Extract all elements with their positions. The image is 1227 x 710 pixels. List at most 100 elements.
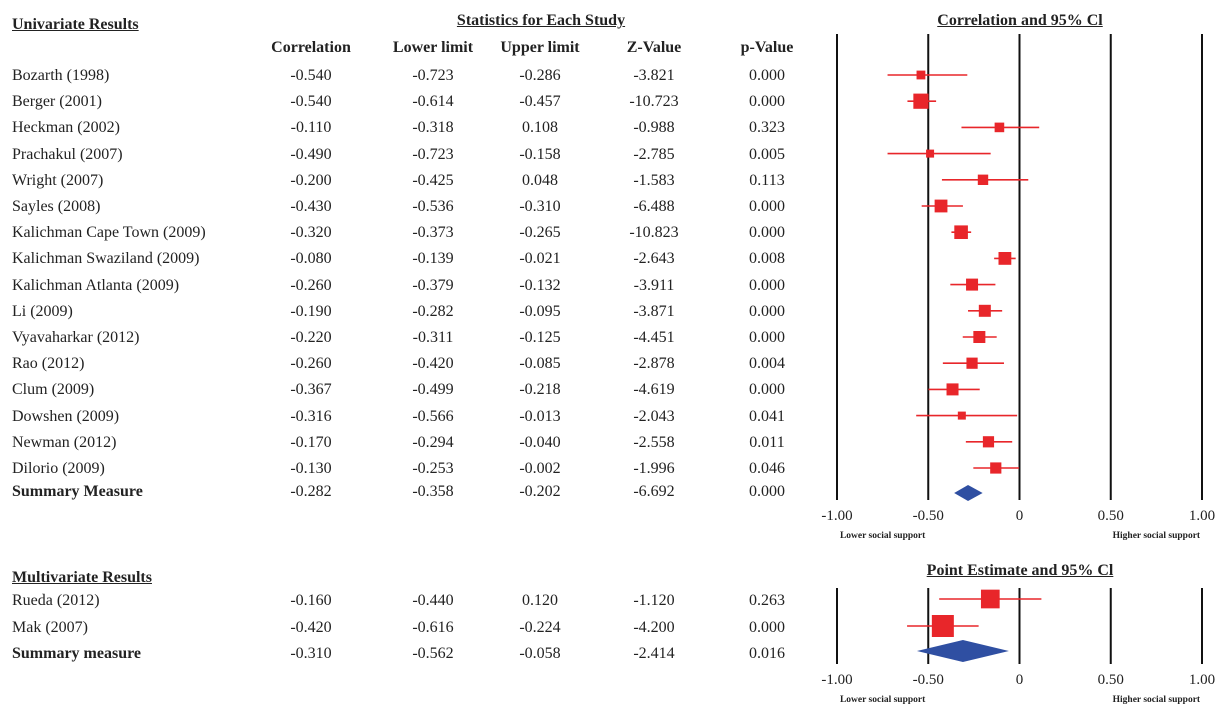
univariate-section-title: Univariate Results [12,16,139,33]
table-cell: 0.000 [749,329,785,346]
higher-support-label: Higher social support [1113,531,1201,541]
table-cell: -0.260 [290,355,332,373]
study-name: Rao (2012) [12,355,85,373]
tick-label: -1.00 [821,508,852,524]
study-marker [998,252,1012,265]
table-cell: -0.440 [412,592,454,609]
table-cell: -0.536 [412,198,454,215]
table-cell: -0.425 [412,171,454,189]
table-cell: -0.988 [633,119,675,137]
study-marker [916,70,926,80]
tick-label: -1.00 [821,672,852,688]
tick-label: 0 [1016,508,1024,524]
study-marker [973,331,986,343]
table-cell: 0.008 [749,250,785,268]
table-cell: -0.200 [290,171,332,189]
study-name: Berger (2001) [12,93,102,111]
column-header: Correlation [271,39,351,56]
study-name: Vyavaharkar (2012) [12,329,140,346]
table-cell: -0.316 [290,407,332,425]
table-cell: -3.871 [633,302,675,320]
table-cell: -0.379 [412,276,454,294]
study-name: Kalichman Swaziland (2009) [12,250,200,268]
table-cell: -0.160 [290,592,332,609]
table-cell: -0.420 [290,618,332,636]
table-cell: -4.619 [633,381,675,399]
univariate-plot-title: Correlation and 95% Cl [937,12,1103,29]
tick-label: 1.00 [1189,508,1215,524]
column-header: p-Value [740,39,794,56]
table-cell: -0.373 [412,224,454,242]
study-name: Li (2009) [12,302,73,320]
study-name: Kalichman Atlanta (2009) [12,276,180,294]
table-cell: -10.823 [629,224,679,242]
table-cell: -0.286 [519,67,561,84]
summary-cell: -0.058 [519,645,561,662]
column-header: Z-Value [626,39,682,56]
table-cell: 0.323 [749,119,785,137]
table-cell: -2.558 [633,433,675,451]
table-cell: 0.041 [749,407,785,425]
table-cell: -0.021 [519,250,561,268]
table-cell: -3.821 [633,67,675,84]
table-cell: -0.311 [412,329,454,346]
summary-cell: -0.310 [290,645,332,662]
summary-diamond [954,485,983,501]
table-cell: -0.265 [519,224,561,242]
table-cell: -0.220 [290,329,332,346]
table-cell: -1.996 [633,460,675,477]
table-cell: -0.723 [412,145,454,163]
table-cell: -0.540 [290,93,332,111]
tick-label: -0.50 [913,672,944,688]
table-cell: -1.583 [633,171,675,189]
study-name: Heckman (2002) [12,119,120,137]
table-cell: -0.170 [290,433,332,451]
summary-cell: -2.414 [633,645,675,662]
study-name: Prachakul (2007) [12,145,123,163]
table-cell: 0.046 [749,460,785,477]
multivariate-section-title: Multivariate Results [12,569,152,586]
table-cell: -0.490 [290,145,332,163]
column-header: Upper limit [500,39,580,56]
table-cell: 0.000 [749,67,785,84]
tick-label: 0 [1016,672,1024,688]
study-marker [934,199,948,213]
tick-label: 1.00 [1189,672,1215,688]
study-marker [977,174,989,185]
study-name: Dilorio (2009) [12,460,105,477]
study-name: Sayles (2008) [12,198,101,215]
table-cell: 0.000 [749,381,785,399]
table-cell: -0.320 [290,224,332,242]
table-cell: 0.000 [749,618,785,636]
study-marker [913,93,929,109]
study-marker [966,357,978,369]
tick-label: -0.50 [913,508,944,524]
study-name: Rueda (2012) [12,592,100,609]
study-name: Kalichman Cape Town (2009) [12,224,206,242]
table-cell: 0.011 [749,433,785,451]
study-marker [954,225,968,239]
table-cell: -0.310 [519,198,561,215]
table-cell: -0.723 [412,67,454,84]
study-name: Newman (2012) [12,433,117,451]
table-cell: -0.002 [519,460,561,477]
summary-cell: -0.562 [412,645,454,662]
table-cell: 0.000 [749,302,785,320]
table-cell: -0.430 [290,198,332,215]
table-cell: -3.911 [633,276,675,294]
stats-title: Statistics for Each Study [456,12,626,29]
study-name: Bozarth (1998) [12,67,110,84]
table-cell: -0.218 [519,381,561,399]
study-marker [980,589,1000,609]
table-cell: -0.130 [290,460,332,477]
table-cell: 0.113 [749,171,785,189]
summary-diamond [916,640,1009,662]
higher-support-label: Higher social support [1113,695,1201,705]
table-cell: 0.005 [749,145,785,163]
table-cell: -4.200 [633,618,675,636]
table-cell: -0.499 [412,381,454,399]
table-cell: -2.785 [633,145,675,163]
study-marker [957,411,966,420]
table-cell: -10.723 [629,93,679,111]
